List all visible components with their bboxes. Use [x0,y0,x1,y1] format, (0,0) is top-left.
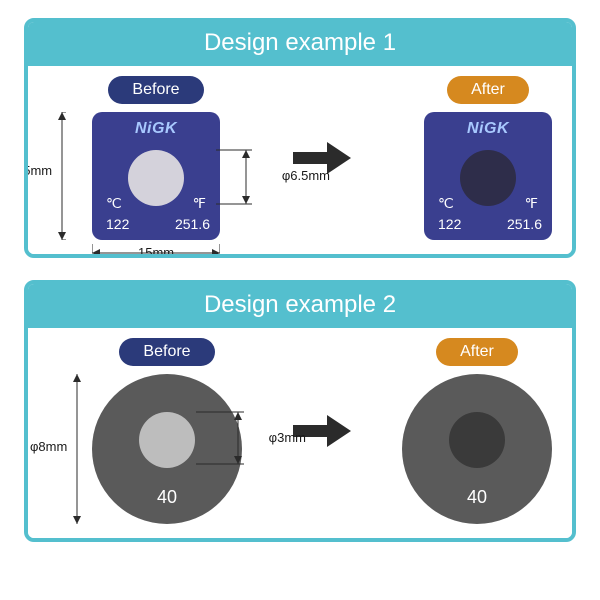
unit-celsius: ℃ [106,195,122,212]
unit-fahrenheit-after: ℉ [525,195,538,212]
disc-value-before: 40 [92,487,242,508]
value-fahrenheit: 251.6 [175,216,210,232]
before-pill-2: Before [119,338,214,366]
disc-indicator-before [139,412,195,468]
tile-indicator-dot-after [460,150,516,206]
dim-outer-line [68,374,86,524]
value-celsius: 122 [106,216,129,232]
value-celsius-after: 122 [438,216,461,232]
dim-outer-label: φ8mm [30,439,67,454]
dim-width-label: 15mm [138,245,174,258]
tile-brand-before: NiGK [92,120,220,138]
design-example-1-panel: Design example 1 Before NiGK ℃ ℉ 122 251… [24,18,576,258]
after-column-1: After NiGK ℃ ℉ 122 251.6 [424,76,552,240]
panel-2-title: Design example 2 [28,284,572,328]
value-fahrenheit-after: 251.6 [507,216,542,232]
tile-indicator-dot-before [128,150,184,206]
tile-after: NiGK ℃ ℉ 122 251.6 [424,112,552,240]
disc-after: 40 [402,374,552,524]
dim-diameter-line-1 [216,146,276,206]
unit-celsius-after: ℃ [438,195,454,212]
before-pill-1: Before [108,76,203,104]
panel-1-body: Before NiGK ℃ ℉ 122 251.6 15mm [28,66,572,254]
dim-diameter-label-1: φ6.5mm [282,168,330,183]
panel-1-title: Design example 1 [28,22,572,66]
after-column-2: After 40 [402,338,552,524]
panel-2-body: Before 40 φ8mm φ3mm [28,328,572,538]
after-pill-2: After [436,338,518,366]
dim-height-label: 15mm [24,163,52,178]
before-column-2: Before 40 φ8mm φ3mm [92,338,242,524]
tile-before: NiGK ℃ ℉ 122 251.6 [92,112,220,240]
before-column-1: Before NiGK ℃ ℉ 122 251.6 15mm [92,76,220,240]
disc-value-after: 40 [402,487,552,508]
dim-inner-line [196,408,266,468]
unit-fahrenheit: ℉ [193,195,206,212]
disc-indicator-after [449,412,505,468]
after-pill-1: After [447,76,529,104]
tile-brand-after: NiGK [424,120,552,138]
design-example-2-panel: Design example 2 Before 40 φ8mm [24,280,576,542]
dim-inner-label: φ3mm [269,430,306,445]
